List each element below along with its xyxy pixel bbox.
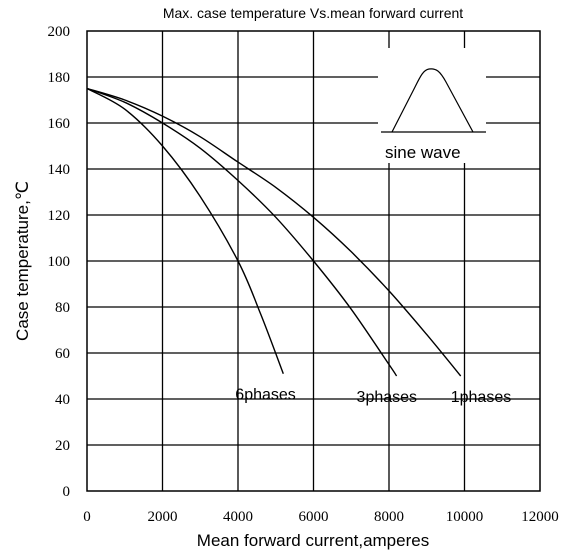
- y-tick-label: 0: [63, 484, 71, 500]
- y-tick-label: 120: [48, 208, 71, 224]
- y-tick-label: 100: [48, 254, 71, 270]
- series-label-1phases: 1phases: [451, 389, 512, 406]
- x-tick-label: 4000: [223, 509, 253, 525]
- series-labels: 1phases 3phases 6phases: [235, 387, 511, 406]
- x-tick-label: 2000: [148, 509, 178, 525]
- x-axis-label: Mean forward current,amperes: [197, 531, 429, 550]
- y-tick-label: 180: [48, 70, 71, 86]
- y-tick-label: 80: [55, 300, 70, 316]
- x-tick-label: 0: [83, 509, 91, 525]
- chart-title: Max. case temperature Vs.mean forward cu…: [163, 5, 463, 21]
- y-axis-label: Case temperature,℃: [13, 181, 32, 341]
- y-tick-label: 60: [55, 346, 70, 362]
- y-tick-label: 140: [48, 162, 71, 178]
- series-label-6phases: 6phases: [235, 387, 295, 404]
- series-line-3phases: [87, 89, 397, 377]
- y-tick-label: 160: [48, 116, 71, 132]
- series-line-6phases: [87, 89, 283, 374]
- x-tick-label: 10000: [446, 509, 484, 525]
- x-tick-label: 12000: [521, 509, 559, 525]
- sine-wave-inset: sine wave: [378, 48, 486, 163]
- y-tick-label: 200: [48, 24, 71, 40]
- inset-label: sine wave: [385, 143, 461, 162]
- y-tick-label: 20: [55, 438, 70, 454]
- y-tick-label: 40: [55, 392, 70, 408]
- x-tick-label: 6000: [299, 509, 329, 525]
- series-label-3phases: 3phases: [357, 389, 418, 406]
- x-tick-label: 8000: [374, 509, 404, 525]
